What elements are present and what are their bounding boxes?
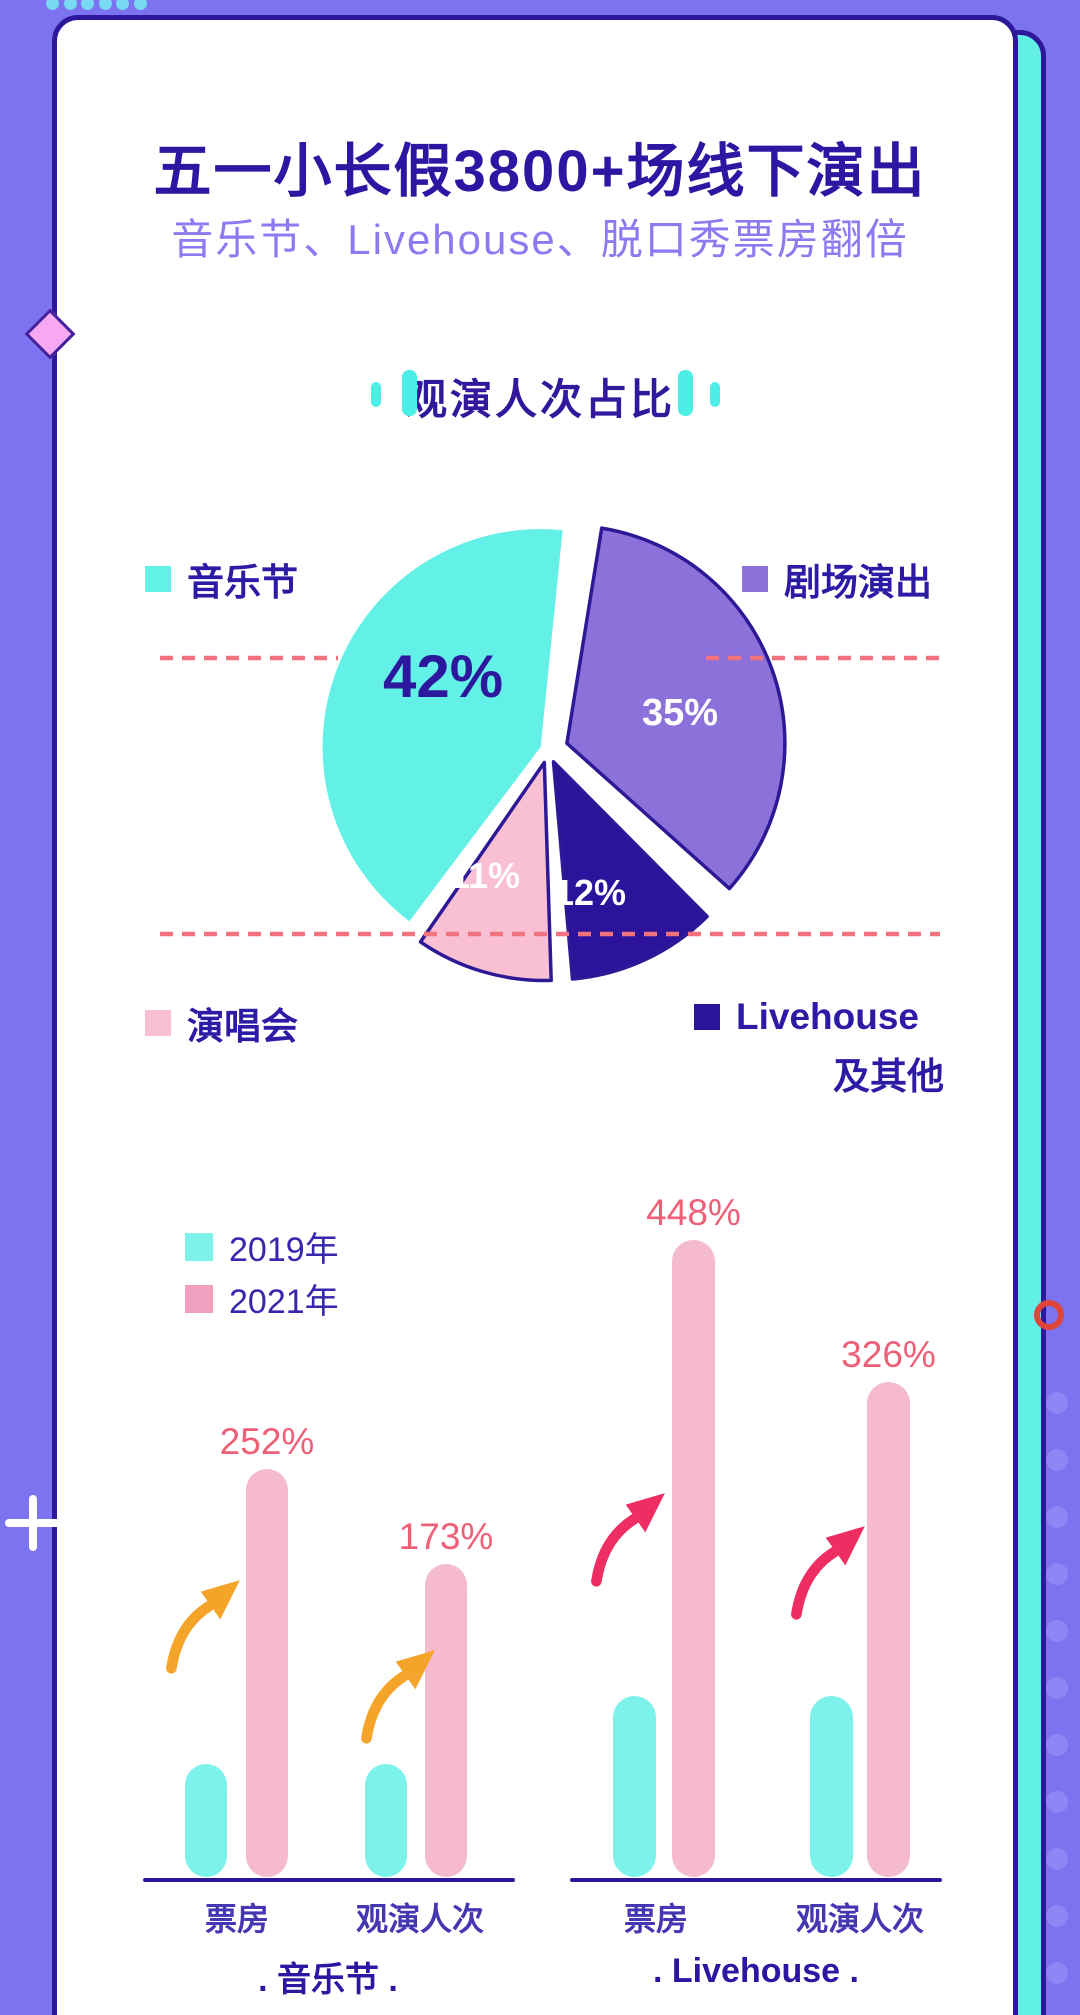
pie-slice-2 bbox=[565, 526, 787, 891]
bar-2019年 bbox=[810, 1696, 853, 1877]
page-title: 五一小长假3800+场线下演出 bbox=[153, 139, 927, 204]
pie-slice-3 bbox=[551, 760, 709, 981]
cyan-dot-icon bbox=[81, 0, 94, 10]
cyan-dot-icon bbox=[98, 0, 112, 10]
category-label: 观演人次 bbox=[795, 1901, 924, 1937]
pie-slice-value-label: 35% bbox=[642, 692, 718, 734]
cyan-dot-icon bbox=[46, 0, 59, 10]
main-white-card bbox=[52, 15, 1018, 2015]
bar-2019年 bbox=[613, 1696, 656, 1877]
purple-dot-icon bbox=[1046, 1392, 1068, 1414]
purple-dot-icon bbox=[1046, 1677, 1068, 1699]
bar-chart-title: . Livehouse . bbox=[653, 1952, 859, 1990]
bar-2021年 bbox=[672, 1240, 715, 1877]
bar-value-label: 173% bbox=[398, 1516, 494, 1557]
cyan-dot-icon bbox=[133, 0, 147, 10]
bar-2021年 bbox=[867, 1382, 910, 1877]
purple-dot-icon bbox=[1046, 1905, 1068, 1927]
page-subtitle: 音乐节、Livehouse、脱口秀票房翻倍 bbox=[171, 216, 909, 263]
x-axis-line bbox=[570, 1878, 942, 1882]
pie-legend-concert: 演唱会 bbox=[145, 996, 298, 1050]
legend-swatch-icon bbox=[145, 1010, 171, 1036]
header-tick-icon bbox=[402, 370, 417, 416]
bar-chart-title: . 音乐节 . bbox=[258, 1961, 398, 1999]
legend-label: 音乐节 bbox=[187, 562, 298, 603]
header-tick-icon bbox=[678, 370, 693, 416]
bar-2021年 bbox=[425, 1564, 467, 1877]
x-axis-line bbox=[143, 1878, 515, 1882]
legend-label: 2019年 bbox=[229, 1231, 339, 1269]
pie-slice-value-label: 12% bbox=[554, 872, 626, 913]
purple-dot-icon bbox=[1046, 1734, 1068, 1756]
purple-dot-icon bbox=[1046, 1962, 1068, 1984]
cyan-dot-icon bbox=[116, 0, 129, 10]
legend-swatch-icon bbox=[145, 566, 171, 592]
up-trend-arrow-icon bbox=[791, 1526, 865, 1620]
bar-2019年 bbox=[185, 1764, 227, 1877]
pie-legend-music-festival: 音乐节 bbox=[145, 552, 298, 606]
bar-value-label: 252% bbox=[219, 1421, 315, 1462]
bar-2019年 bbox=[365, 1764, 407, 1877]
pie-slice-1 bbox=[322, 529, 563, 922]
purple-dot-icon bbox=[1046, 1620, 1068, 1642]
legend-swatch-icon bbox=[185, 1232, 213, 1261]
purple-dot-icon bbox=[1046, 1506, 1068, 1528]
legend-label: 剧场演出 bbox=[784, 562, 932, 603]
header-tick-icon bbox=[710, 382, 720, 407]
up-trend-arrow-icon bbox=[166, 1580, 240, 1674]
bar-2021年 bbox=[246, 1469, 288, 1877]
purple-dot-icon bbox=[1046, 1449, 1068, 1471]
legend-swatch-icon bbox=[185, 1284, 213, 1313]
legend-label: 2021年 bbox=[229, 1283, 339, 1321]
bar-value-label: 326% bbox=[841, 1334, 936, 1375]
pie-section-title: 观演人次占比 bbox=[404, 376, 675, 423]
legend-label: Livehouse bbox=[736, 996, 919, 1037]
header-tick-icon bbox=[371, 382, 381, 407]
category-label: 票房 bbox=[204, 1901, 269, 1937]
pie-legend-livehouse: Livehouse 及其他 bbox=[694, 996, 944, 1100]
red-circle-decoration bbox=[1034, 1300, 1064, 1330]
bar-legend-2021: 2021年 bbox=[185, 1274, 339, 1323]
up-trend-arrow-icon bbox=[361, 1650, 435, 1744]
pie-legend-theater: 剧场演出 bbox=[742, 552, 932, 606]
legend-label-line2: 及其他 bbox=[833, 1056, 944, 1097]
purple-dot-icon bbox=[1046, 1563, 1068, 1585]
legend-swatch-icon bbox=[694, 1004, 720, 1030]
cyan-dot-icon bbox=[63, 0, 77, 10]
pie-slice-value-label: 42% bbox=[383, 643, 503, 710]
purple-dot-icon bbox=[1046, 1848, 1068, 1870]
pie-slice-4 bbox=[418, 760, 553, 983]
category-label: 票房 bbox=[623, 1901, 688, 1937]
purple-dot-icon bbox=[1046, 1791, 1068, 1813]
up-trend-arrow-icon bbox=[591, 1493, 665, 1587]
bar-legend-2019: 2019年 bbox=[185, 1222, 339, 1271]
legend-swatch-icon bbox=[742, 566, 768, 592]
legend-label: 演唱会 bbox=[187, 1006, 298, 1047]
pie-slice-value-label: 11% bbox=[450, 855, 520, 896]
category-label: 观演人次 bbox=[355, 1901, 484, 1937]
bar-value-label: 448% bbox=[646, 1192, 741, 1233]
